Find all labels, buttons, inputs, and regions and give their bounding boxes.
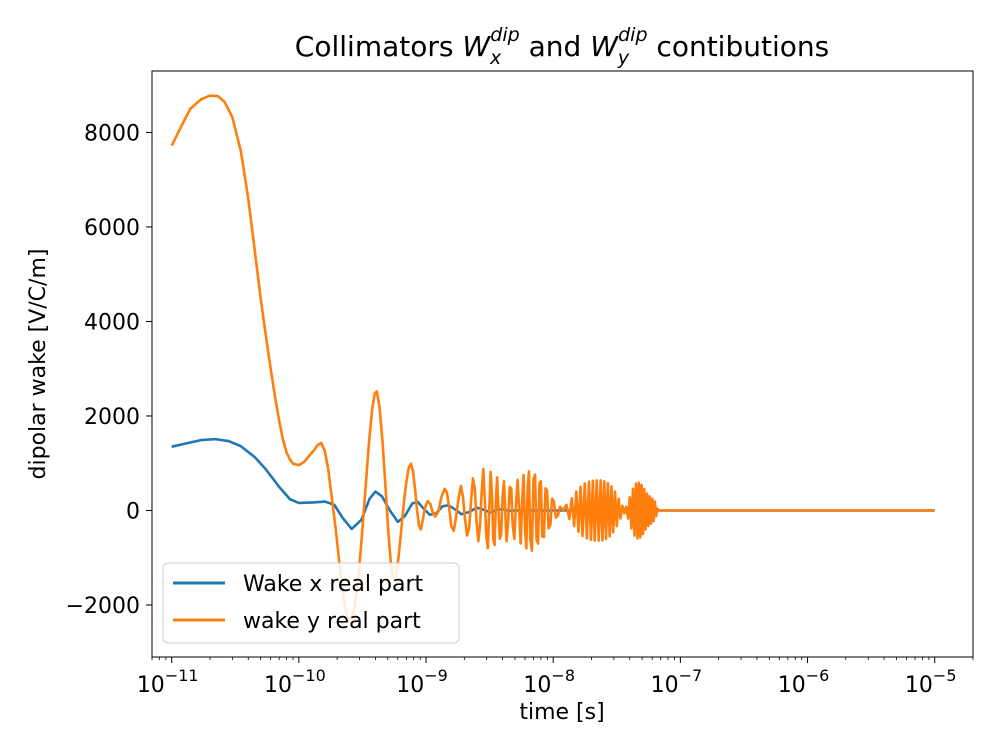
x-tick-label: 10−6 (778, 666, 830, 698)
x-tick-label: 10−5 (905, 666, 957, 698)
x-tick-label: 10−8 (523, 666, 575, 698)
x-tick-label: 10−7 (651, 666, 703, 698)
x-tick-label: 10−9 (396, 666, 448, 698)
legend-box (162, 562, 460, 644)
y-tick-label: −2000 (66, 594, 140, 619)
y-tick-label: 6000 (84, 216, 140, 241)
y-tick-label: 4000 (84, 310, 140, 335)
legend-label-wake-y: wake y real part (243, 609, 421, 634)
x-tick-label: 10−11 (137, 666, 199, 698)
chart-title: Collimators Wxdip and Wydip contibutions (295, 24, 829, 69)
plot-frame (151, 70, 974, 658)
y-tick-label: 2000 (84, 405, 140, 430)
x-axis-label: time [s] (519, 700, 604, 725)
y-axis-label: dipolar wake [V/C/m] (26, 249, 51, 480)
x-axis-ticks: 10−11 10−10 10−9 10−8 10−7 10−6 10−5 (137, 657, 957, 698)
y-tick-label: 8000 (84, 121, 140, 146)
y-axis-ticks: −2000 0 2000 4000 6000 8000 (66, 121, 152, 619)
y-tick-label: 0 (126, 500, 140, 525)
x-tick-label: 10−10 (264, 666, 326, 698)
legend-label-wake-x: Wake x real part (243, 572, 423, 597)
legend: Wake x real part wake y real part (162, 562, 460, 644)
